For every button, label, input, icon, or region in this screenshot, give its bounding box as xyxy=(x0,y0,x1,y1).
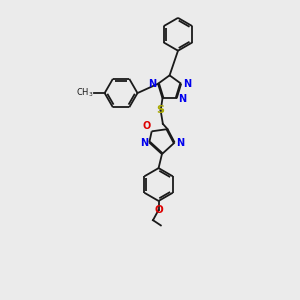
Text: N: N xyxy=(140,137,148,148)
Text: S: S xyxy=(157,105,165,116)
Text: N: N xyxy=(176,137,184,148)
Text: N: N xyxy=(178,94,186,104)
Text: O: O xyxy=(142,121,151,130)
Text: N: N xyxy=(148,79,157,89)
Text: CH$_3$: CH$_3$ xyxy=(76,87,94,99)
Text: O: O xyxy=(154,205,163,215)
Text: N: N xyxy=(183,79,191,89)
